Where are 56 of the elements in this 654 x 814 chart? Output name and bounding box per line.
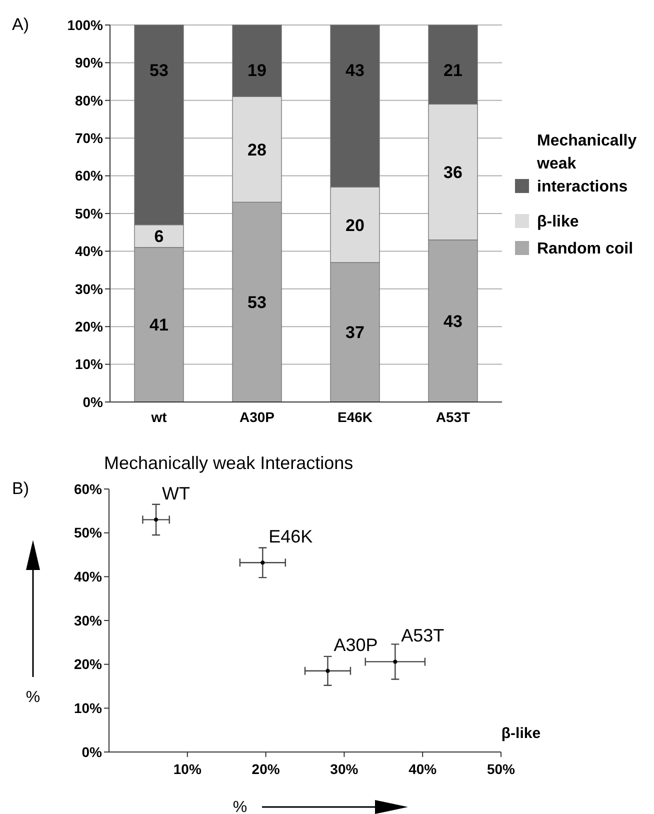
annotation: WT xyxy=(162,484,190,504)
y-tick-label: 30% xyxy=(74,612,103,628)
y-tick-label: 0% xyxy=(82,744,103,760)
point xyxy=(326,668,330,673)
data-label: 37 xyxy=(346,323,364,342)
text: B) xyxy=(12,479,29,498)
x-tick-label: 10% xyxy=(173,761,202,777)
data-label: 20 xyxy=(346,216,364,235)
x-tick-label: 50% xyxy=(486,761,516,777)
y-tick-label: 10% xyxy=(74,700,103,716)
data-label: 43 xyxy=(346,60,364,80)
legend-label: Random coil xyxy=(537,240,634,258)
data-label: 53 xyxy=(248,293,266,312)
y-tick-label: 40% xyxy=(74,568,103,585)
x-tick-label: E46K xyxy=(337,409,373,425)
data-label: 21 xyxy=(444,60,462,80)
x-tick-label: wt xyxy=(150,409,168,425)
x-tick-label: 40% xyxy=(408,761,438,777)
annotation: E46K xyxy=(268,526,313,547)
y-tick-label: 90% xyxy=(74,54,104,71)
data-label: 41 xyxy=(150,316,168,335)
text: Mechanically weak interactions xyxy=(536,132,637,196)
x-tick-label: 30% xyxy=(330,761,359,777)
x-axis-title: % xyxy=(232,799,248,814)
point xyxy=(393,660,398,664)
x-tick-label: A30P xyxy=(239,409,275,425)
y-tick-label: 80% xyxy=(74,92,104,108)
y-tick-label: 50% xyxy=(74,524,103,541)
text: A) xyxy=(12,15,29,34)
y-tick-label: 50% xyxy=(74,205,104,222)
x-tick-label: 20% xyxy=(252,761,280,777)
y-axis-title: % xyxy=(26,689,40,706)
x-tick-label: A53T xyxy=(436,409,471,425)
y-tick-label: 70% xyxy=(74,130,104,146)
y-tick-label: 40% xyxy=(74,243,104,260)
y-tick-label: 60% xyxy=(74,168,104,184)
y-tick-label: 100% xyxy=(67,16,104,33)
y-tick-label: 60% xyxy=(74,480,103,497)
y-tick-label: 30% xyxy=(74,280,104,297)
y-tick-label: 0% xyxy=(82,394,104,410)
data-label: 43 xyxy=(444,312,462,331)
annotation: A53T xyxy=(401,626,444,646)
data-label: 6 xyxy=(154,227,164,246)
annotation: A30P xyxy=(334,634,378,655)
point xyxy=(260,560,265,565)
data-label: 19 xyxy=(248,60,266,80)
text: β-like xyxy=(501,725,541,742)
legend-label: β-like xyxy=(537,214,579,231)
chart-title: Mechanically weak Interactions xyxy=(104,453,354,473)
data-label: 36 xyxy=(444,162,462,182)
point xyxy=(154,518,158,522)
y-tick-label: 20% xyxy=(74,318,104,334)
y-tick-label: 10% xyxy=(74,356,104,372)
data-label: 53 xyxy=(150,60,168,80)
y-tick-label: 20% xyxy=(74,656,103,672)
data-label: 28 xyxy=(248,140,266,160)
